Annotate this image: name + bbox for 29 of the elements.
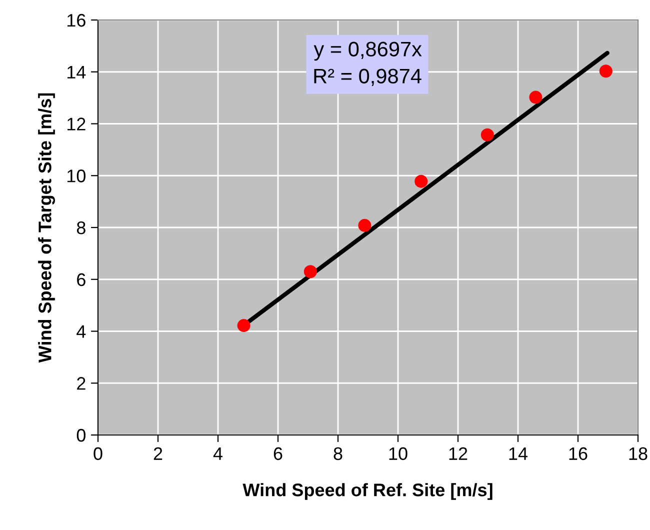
x-tick-label: 10 (389, 447, 408, 460)
x-tick-label: 12 (449, 447, 468, 460)
point (358, 218, 372, 232)
x-tick-label: 6 (274, 447, 282, 460)
y-tick-label: 8 (76, 221, 86, 234)
y-tick-label: 10 (67, 170, 86, 182)
y-tick-label: 2 (77, 377, 86, 390)
y-tick-label: 0 (76, 428, 86, 442)
x-tick-label: 16 (569, 447, 588, 460)
point (237, 319, 250, 332)
point (480, 128, 494, 142)
y-tick-label: 4 (76, 325, 86, 338)
point (304, 265, 317, 278)
x-tick-label: 14 (509, 447, 528, 460)
point (599, 64, 612, 78)
x-axis-title: Wind Speed of Ref. Site [m/s] (242, 483, 492, 500)
y-axis-title: Wind Speed of Target Site [m/s] (38, 93, 55, 363)
y-tick-label: 12 (67, 118, 86, 130)
point (414, 174, 428, 188)
point (529, 90, 542, 104)
x-tick-label: 2 (154, 447, 162, 460)
x-tick-label: 18 (629, 447, 648, 460)
x-tick-label: 8 (334, 447, 342, 460)
annotation: y = 0,8697x R² = 0,9874 (314, 42, 422, 86)
y-tick-label: 14 (67, 66, 86, 78)
x-tick-label: 4 (213, 447, 222, 460)
y-tick-label: 6 (77, 273, 86, 286)
y-tick-label: 16 (67, 14, 86, 27)
x-tick-label: 0 (94, 447, 102, 460)
